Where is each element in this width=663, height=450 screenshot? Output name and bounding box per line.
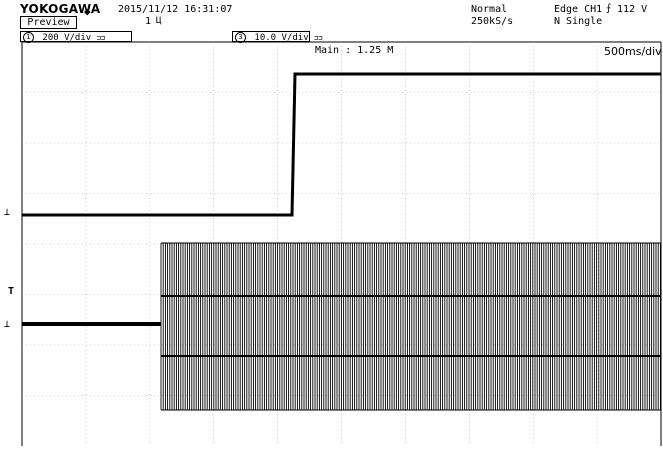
- trigger-level-marker-icon[interactable]: T: [8, 286, 15, 297]
- datetime-readout: 2015/11/12 16:31:07: [118, 4, 233, 15]
- channel-3-scale: 10.0 V/div: [254, 33, 309, 43]
- time-per-div-readout: 500ms/div: [604, 45, 662, 58]
- acquisition-mode: Normal: [471, 4, 508, 15]
- brand-diamond-icon: ◆: [84, 5, 91, 18]
- ch1-ground-marker-icon[interactable]: ⊥: [4, 207, 11, 218]
- channel-1-coupling-icon: ⊐⊐: [96, 34, 106, 42]
- record-mark-icon: Ц: [156, 16, 162, 26]
- trigger-mode: N Single: [554, 16, 603, 27]
- channel-1-scale: 200 V/div: [42, 33, 92, 43]
- ch1-step-trace: [22, 72, 661, 217]
- record-number: 1: [145, 16, 152, 27]
- preview-button[interactable]: Preview: [20, 16, 77, 29]
- waveform-traces: [22, 72, 661, 411]
- main-zoom-readout: Main : 1.25 M: [315, 45, 394, 56]
- ch3-ground-marker-icon[interactable]: ⊥: [4, 319, 11, 330]
- sample-rate: 250kS/s: [471, 16, 514, 27]
- trigger-level: 112 V: [617, 4, 648, 15]
- ch3-oscillation-burst: [160, 242, 661, 411]
- channel-3-coupling-icon: ⊐⊐: [314, 34, 323, 42]
- header-brand: YOKOGAWA: [20, 2, 101, 16]
- trigger-source: Edge CH1: [554, 4, 603, 15]
- rising-edge-icon: ⨍: [606, 3, 612, 14]
